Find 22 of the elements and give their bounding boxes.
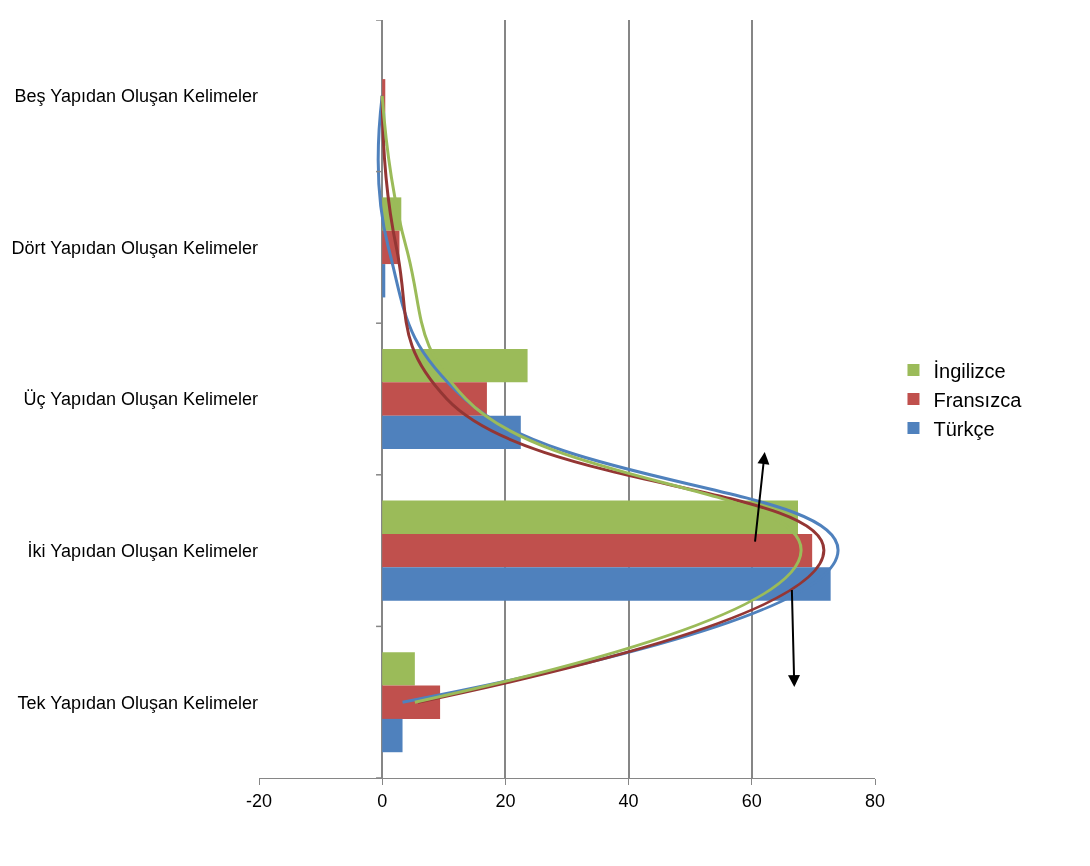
bar (382, 533, 813, 568)
y-tick-label: Beş Yapıdan Oluşan Kelimeler (14, 86, 258, 107)
legend-label: İngilizce (933, 359, 1006, 382)
bar (382, 382, 487, 416)
bar (382, 567, 831, 601)
bar (382, 264, 386, 298)
x-tick-label: 20 (495, 790, 516, 811)
x-tick-label: -20 (245, 790, 273, 811)
legend-label: Fransızca (933, 388, 1023, 411)
y-tick-label: Üç Yapıdan Oluşan Kelimeler (23, 389, 258, 410)
y-tick-label: İki Yapıdan Oluşan Kelimeler (27, 540, 258, 561)
x-tick-label: 0 (377, 790, 388, 811)
bar (382, 652, 415, 686)
y-tick-label: Dört Yapıdan Oluşan Kelimeler (11, 237, 258, 258)
bar (382, 718, 403, 753)
bar (382, 685, 441, 719)
x-tick-label: 60 (741, 790, 762, 811)
legend-label: Türkçe (933, 417, 995, 440)
bar (382, 415, 521, 450)
y-tick-label: Tek Yapıdan Oluşan Kelimeler (17, 692, 259, 713)
x-tick-label: 40 (618, 790, 639, 811)
x-tick-label: 80 (864, 790, 886, 811)
